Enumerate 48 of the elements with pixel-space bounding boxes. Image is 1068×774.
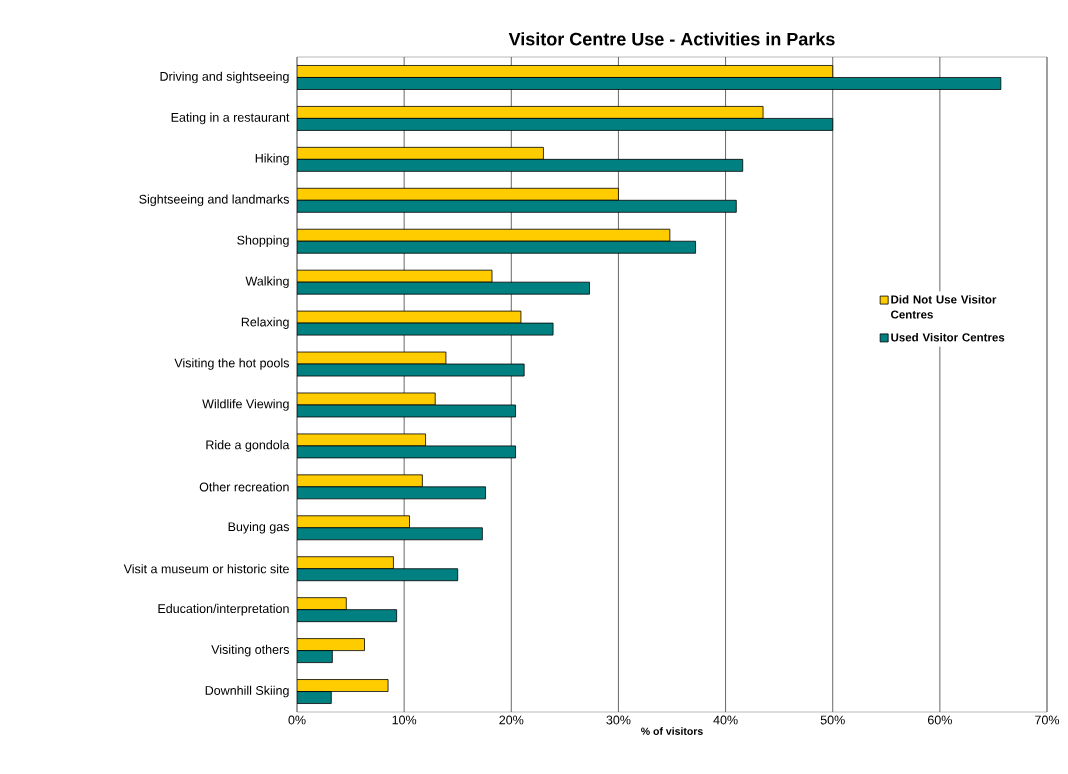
y-tick-label: Walking bbox=[245, 276, 289, 288]
y-tick-label: Sightseeing and landmarks bbox=[139, 194, 289, 207]
y-tick-label: Other recreation bbox=[199, 482, 289, 492]
bar bbox=[297, 515, 410, 529]
bar bbox=[297, 527, 483, 541]
y-tick-label: Visiting others bbox=[211, 644, 289, 657]
bar bbox=[297, 609, 398, 623]
y-tick-label: Visit a museum or historic site bbox=[123, 564, 289, 574]
bar bbox=[297, 679, 389, 692]
y-tick-label: Eating in a restaurant bbox=[171, 112, 290, 125]
legend-label: Used Visitor Centres bbox=[891, 333, 1005, 342]
bar bbox=[297, 65, 834, 78]
x-tick-label: 20% bbox=[499, 715, 524, 725]
bar bbox=[297, 106, 764, 119]
y-tick-label: Buying gas bbox=[228, 521, 289, 534]
y-tick-label: Shopping bbox=[237, 235, 289, 248]
bar bbox=[297, 240, 696, 254]
bar bbox=[297, 187, 619, 201]
legend-label: Did Not Use Visitor Centres bbox=[891, 295, 997, 319]
x-tick-label: 30% bbox=[606, 715, 631, 725]
bar bbox=[297, 77, 1002, 90]
bar bbox=[297, 118, 834, 131]
x-tick-label: 60% bbox=[927, 715, 952, 725]
bar bbox=[297, 269, 493, 283]
x-tick-label: 50% bbox=[820, 715, 845, 725]
x-tick-label: 10% bbox=[392, 715, 417, 725]
y-tick-label: Education/interpretation bbox=[158, 603, 289, 616]
bar bbox=[297, 228, 671, 242]
x-tick-label: 70% bbox=[1035, 715, 1060, 725]
x-tick-label: 40% bbox=[713, 715, 738, 725]
y-tick-label: Wildlife Viewing bbox=[202, 399, 289, 411]
y-tick-label: Ride a gondola bbox=[206, 440, 290, 452]
y-tick-label: Hiking bbox=[255, 153, 289, 166]
bar bbox=[297, 281, 590, 295]
y-tick-label: Visiting the hot pools bbox=[174, 358, 289, 370]
bar bbox=[297, 199, 737, 213]
bar bbox=[297, 146, 544, 160]
bar bbox=[297, 556, 394, 570]
x-tick-label: 0% bbox=[288, 715, 306, 725]
bar bbox=[297, 158, 744, 172]
bar bbox=[297, 568, 459, 582]
y-tick-label: Downhill Skiing bbox=[205, 685, 289, 698]
x-axis-title: % of visitors bbox=[641, 727, 703, 735]
y-tick-label: Driving and sightseeing bbox=[160, 71, 289, 84]
y-tick-label: Relaxing bbox=[241, 317, 289, 329]
bar bbox=[297, 486, 486, 500]
bar bbox=[297, 638, 365, 651]
chart-title: Visitor Centre Use - Activities in Parks bbox=[508, 32, 835, 46]
